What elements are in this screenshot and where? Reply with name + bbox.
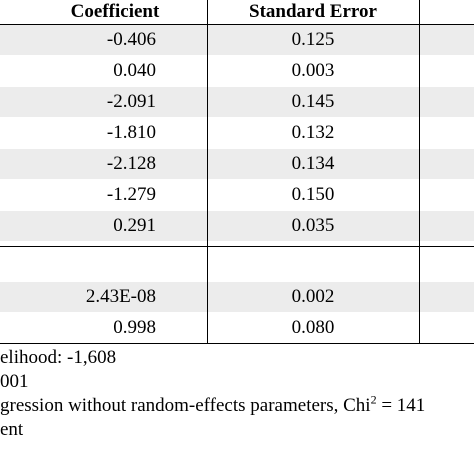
chi-superscript: 2: [370, 392, 377, 407]
standard-error-cell: 0.035: [291, 215, 335, 236]
coefficient-cell: 2.43E-08: [85, 286, 156, 307]
note-significance: 001: [0, 371, 29, 392]
column-divider-2: [419, 0, 420, 344]
coefficient-cell: -1.810: [106, 122, 156, 143]
bottom-rule: [0, 343, 474, 344]
standard-error-cell: 0.080: [291, 317, 335, 338]
table-row: -0.406 0.125: [0, 25, 474, 55]
note-log-likelihood: elihood: -1,608: [0, 347, 117, 368]
standard-error-cell: 0.150: [291, 184, 335, 205]
standard-error-cell: 0.145: [291, 91, 335, 112]
table-row: 0.998 0.080: [0, 313, 474, 343]
section-rule: [0, 246, 474, 247]
regression-table: Coefficient Standard Error -0.406 0.125 0.…: [0, 0, 474, 344]
standard-error-cell: 0.125: [291, 29, 335, 50]
header-coefficient: Coefficient: [70, 1, 160, 22]
coefficient-cell: 0.291: [113, 215, 156, 236]
standard-error-cell: 0.003: [291, 60, 335, 81]
note-lr-test-text: gression without random-effects paramete…: [0, 395, 371, 416]
header-standard-error: Standard Error: [249, 1, 377, 22]
header-rule: [0, 24, 474, 25]
column-divider-1: [207, 0, 208, 344]
table-row: -2.128 0.134: [0, 149, 474, 179]
table-row: 2.43E-08 0.002: [0, 282, 474, 312]
note-lr-test: gression without random-effects paramete…: [0, 394, 425, 418]
coefficient-cell: -2.091: [106, 91, 156, 112]
coefficient-cell: 0.998: [113, 317, 156, 338]
table-row: 0.291 0.035: [0, 211, 474, 241]
coefficient-cell: 0.040: [113, 60, 156, 81]
table-header: Coefficient Standard Error: [0, 0, 474, 24]
standard-error-cell: 0.002: [291, 286, 335, 307]
table-row: -1.810 0.132: [0, 118, 474, 148]
note-lr-test-tail: = 141: [376, 395, 426, 416]
standard-error-cell: 0.132: [291, 122, 335, 143]
table-row: -2.091 0.145: [0, 87, 474, 117]
table-row: [0, 250, 474, 280]
coefficient-cell: -2.128: [106, 153, 156, 174]
standard-error-cell: 0.134: [291, 153, 335, 174]
table-row: 0.040 0.003: [0, 56, 474, 86]
table-row: -1.279 0.150: [0, 180, 474, 210]
coefficient-cell: -1.279: [106, 184, 156, 205]
note-fragment: ent: [0, 419, 24, 440]
coefficient-cell: -0.406: [106, 29, 156, 50]
